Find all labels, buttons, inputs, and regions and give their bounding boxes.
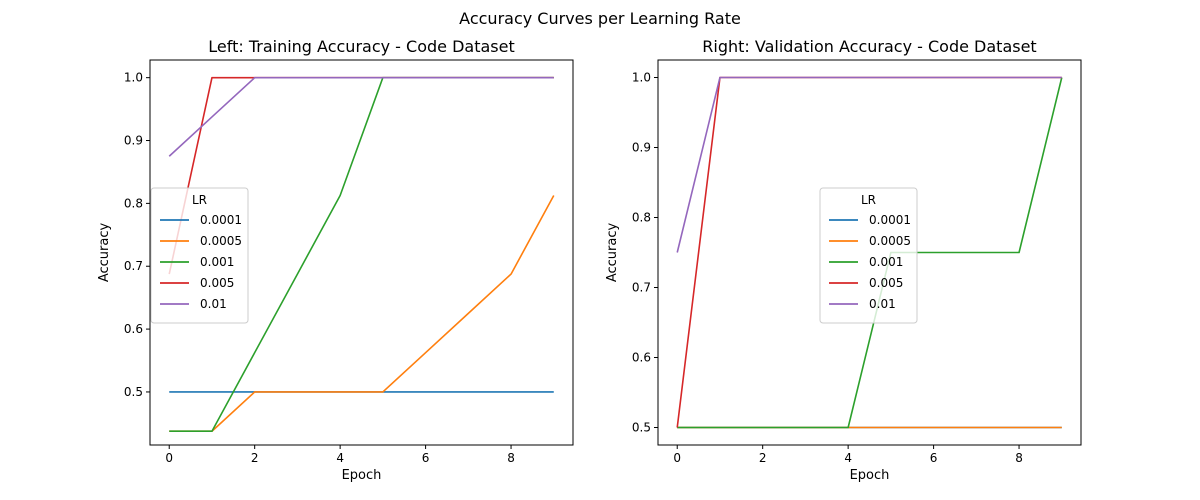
right-y-tick-label: 0.7 [632, 281, 651, 295]
right-legend-item: 0.0001 [829, 213, 911, 227]
right-y-tick-label: 0.9 [632, 141, 651, 155]
right-legend-item: 0.005 [829, 276, 903, 290]
right-y-tick-label: 0.6 [632, 351, 651, 365]
left-legend-item: 0.0001 [160, 213, 242, 227]
right-x-axis: 0 2 4 6 8 Epoch [673, 445, 1023, 483]
right-legend-item: 0.001 [829, 255, 903, 269]
left-series-line-0_01 [168, 76, 554, 157]
left-chart-title: Left: Training Accuracy - Code Dataset [208, 37, 515, 56]
left-legend-title: LR [192, 193, 207, 207]
left-legend-label: 0.01 [200, 297, 227, 311]
left-legend-item: 0.01 [160, 297, 227, 311]
left-series-line-0_0005 [169, 195, 555, 433]
left-legend-label: 0.005 [200, 276, 234, 290]
right-legend: LR 0.0001 0.0005 0.001 0.005 0.01 [819, 187, 918, 324]
right-y-tick-label: 0.8 [632, 211, 651, 225]
right-x-tick-label: 8 [1015, 451, 1023, 465]
right-legend-label: 0.001 [869, 255, 903, 269]
left-legend-item: 0.0005 [160, 234, 242, 248]
right-series-line-0_001 [677, 77, 1063, 429]
right-series-line-0_01 [676, 76, 1062, 253]
right-legend-item: 0.01 [829, 297, 896, 311]
left-plot-frame [149, 59, 574, 446]
right-chart-panel: Right: Validation Accuracy - Code Datase… [605, 37, 1082, 483]
left-y-axis-label: Accuracy [97, 223, 112, 283]
right-y-axis-label: Accuracy [605, 223, 620, 283]
right-legend-box [819, 187, 918, 324]
left-legend-label: 0.0001 [200, 213, 242, 227]
left-y-tick-label: 0.5 [124, 385, 143, 399]
left-legend-item: 0.001 [160, 255, 234, 269]
right-x-tick-label: 0 [673, 451, 681, 465]
left-y-tick-label: 0.7 [124, 259, 143, 273]
figure-suptitle: Accuracy Curves per Learning Rate [459, 9, 741, 28]
right-plot-frame [657, 59, 1082, 446]
right-chart-title: Right: Validation Accuracy - Code Datase… [702, 37, 1036, 56]
left-legend-box [150, 187, 249, 324]
right-legend-label: 0.0001 [869, 213, 911, 227]
right-x-axis-label: Epoch [850, 468, 890, 483]
left-x-axis: 0 2 4 6 8 Epoch [165, 445, 515, 483]
left-x-tick-label: 8 [507, 451, 515, 465]
left-legend-label: 0.001 [200, 255, 234, 269]
right-legend-title: LR [861, 193, 876, 207]
right-y-tick-label: 1.0 [632, 71, 651, 85]
left-legend-item: 0.005 [160, 276, 234, 290]
left-legend: LR 0.0001 0.0005 0.001 0.005 0.01 [150, 187, 249, 324]
left-y-tick-label: 1.0 [124, 71, 143, 85]
right-legend-label: 0.01 [869, 297, 896, 311]
left-x-tick-label: 0 [165, 451, 173, 465]
left-x-axis-label: Epoch [342, 468, 382, 483]
right-series-lines [676, 76, 1063, 429]
left-legend-label: 0.0005 [200, 234, 242, 248]
left-x-tick-label: 2 [251, 451, 259, 465]
right-y-axis: 0.5 0.6 0.7 0.8 0.9 1.0 Accuracy [605, 71, 658, 435]
left-y-tick-label: 0.9 [124, 134, 143, 148]
right-x-tick-label: 4 [844, 451, 852, 465]
left-y-axis: 0.5 0.6 0.7 0.8 0.9 1.0 Accuracy [97, 71, 150, 399]
right-legend-label: 0.0005 [869, 234, 911, 248]
right-legend-item: 0.0005 [829, 234, 911, 248]
right-legend-label: 0.005 [869, 276, 903, 290]
left-chart-panel: Left: Training Accuracy - Code Dataset 0 2… [97, 37, 574, 483]
left-y-tick-label: 0.6 [124, 322, 143, 336]
right-y-tick-label: 0.5 [632, 421, 651, 435]
left-x-tick-label: 6 [422, 451, 430, 465]
right-x-tick-label: 6 [930, 451, 938, 465]
right-x-tick-label: 2 [759, 451, 767, 465]
left-series-lines [168, 76, 555, 433]
left-y-tick-label: 0.8 [124, 196, 143, 210]
left-x-tick-label: 4 [336, 451, 344, 465]
